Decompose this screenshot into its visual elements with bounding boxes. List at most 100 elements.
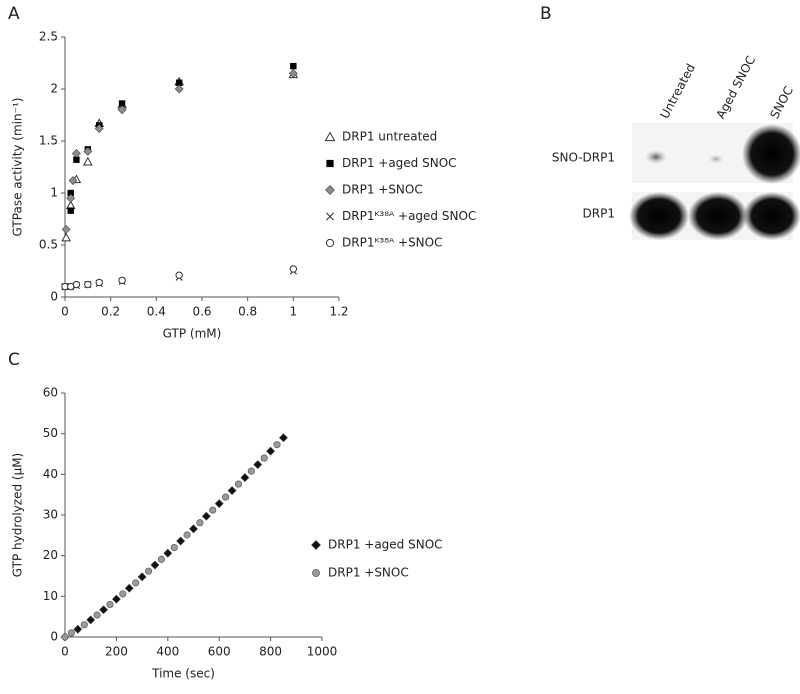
point: [73, 624, 83, 634]
y-tick-label: 50: [43, 426, 58, 440]
panel-label: C: [8, 350, 20, 370]
legend-label: DRP1ᴷ³⁸ᴬ +aged SNOC: [342, 209, 476, 223]
point: [144, 567, 153, 575]
y-tick-label: 0.5: [39, 238, 58, 252]
y-tick-label: 10: [43, 589, 58, 603]
row-label: DRP1: [583, 207, 615, 221]
point: [132, 579, 140, 587]
panel-label: A: [8, 4, 20, 24]
point: [61, 232, 71, 242]
point: [118, 276, 126, 285]
x-tick-label: 800: [259, 645, 282, 659]
point: [118, 100, 126, 107]
point: [175, 79, 183, 86]
y-tick-label: 1.5: [39, 134, 58, 148]
point: [82, 156, 93, 166]
point: [183, 531, 191, 539]
point: [288, 68, 298, 78]
band: [742, 124, 800, 184]
legend-label: DRP1 +aged SNOC: [342, 156, 457, 170]
legend-label: DRP1 +SNOC: [342, 183, 423, 197]
x-tick-label: 200: [105, 645, 128, 659]
panel-label: B: [540, 4, 552, 24]
point: [176, 536, 186, 546]
y-tick-label: 60: [43, 386, 58, 400]
point: [222, 493, 230, 501]
lane-label: Untreated: [657, 61, 698, 121]
point: [326, 159, 334, 168]
y-tick-label: 2.5: [39, 30, 58, 44]
x-tick-label: 1: [290, 305, 298, 319]
point: [83, 146, 93, 156]
point: [326, 212, 334, 221]
legend-label: DRP1ᴷ³⁸ᴬ +SNOC: [342, 236, 442, 250]
point: [325, 185, 335, 195]
legend-label: DRP1 +SNOC: [328, 566, 409, 580]
y-tick-label: 30: [43, 508, 58, 522]
point: [325, 238, 335, 248]
point: [253, 460, 263, 469]
point: [73, 156, 80, 163]
point: [95, 278, 103, 287]
point: [80, 621, 88, 629]
point: [163, 548, 173, 558]
point: [93, 611, 101, 619]
point: [227, 486, 237, 496]
point: [273, 441, 281, 449]
band: [743, 192, 800, 240]
point: [174, 84, 184, 94]
point: [84, 280, 92, 289]
point: [266, 446, 276, 456]
point: [86, 615, 96, 625]
band: [708, 154, 724, 164]
legend-label: DRP1 +aged SNOC: [328, 538, 443, 552]
x-tick-label: 600: [208, 645, 231, 659]
y-axis-label: GTP hydrolyzed (μM): [11, 453, 25, 578]
point: [94, 124, 104, 133]
x-tick-label: 0.8: [238, 305, 257, 319]
point: [99, 605, 108, 615]
x-tick-label: 0.2: [101, 305, 120, 319]
y-tick-label: 40: [43, 467, 58, 481]
point: [68, 176, 78, 185]
x-tick-label: 0.4: [147, 305, 166, 319]
band: [629, 192, 689, 240]
point: [290, 62, 297, 70]
point: [234, 480, 243, 488]
point: [196, 519, 204, 527]
point: [61, 633, 69, 641]
y-tick-label: 0: [50, 290, 58, 304]
point: [124, 583, 134, 593]
point: [279, 433, 288, 443]
band: [688, 192, 748, 240]
point: [260, 454, 268, 462]
point: [324, 131, 336, 142]
point: [157, 555, 165, 563]
point: [106, 600, 114, 609]
point: [170, 543, 178, 552]
legend-label: DRP1 untreated: [342, 130, 437, 144]
band: [645, 150, 667, 164]
x-axis-label: Time (sec): [151, 667, 215, 681]
y-axis-label: GTPase activity (min⁻¹): [11, 98, 25, 237]
point: [67, 629, 75, 637]
y-tick-label: 1: [50, 186, 58, 200]
x-tick-label: 1.2: [329, 305, 348, 319]
point: [119, 590, 127, 598]
y-tick-label: 20: [43, 548, 58, 562]
point: [214, 499, 224, 509]
point: [240, 473, 250, 483]
point: [189, 524, 198, 534]
point: [67, 189, 74, 197]
blot-panel: B SNO-DRP1 DRP1 Untreated Aged SNOC SNOC: [540, 4, 800, 240]
x-tick-label: 0: [61, 305, 69, 319]
lane-label: Aged SNOC: [713, 54, 758, 122]
point: [67, 207, 74, 214]
point: [150, 560, 160, 570]
y-tick-label: 2: [50, 82, 58, 96]
lane-label: SNOC: [767, 84, 796, 121]
x-tick-label: 0: [61, 645, 69, 659]
x-tick-label: 400: [156, 645, 179, 659]
point: [111, 594, 121, 604]
